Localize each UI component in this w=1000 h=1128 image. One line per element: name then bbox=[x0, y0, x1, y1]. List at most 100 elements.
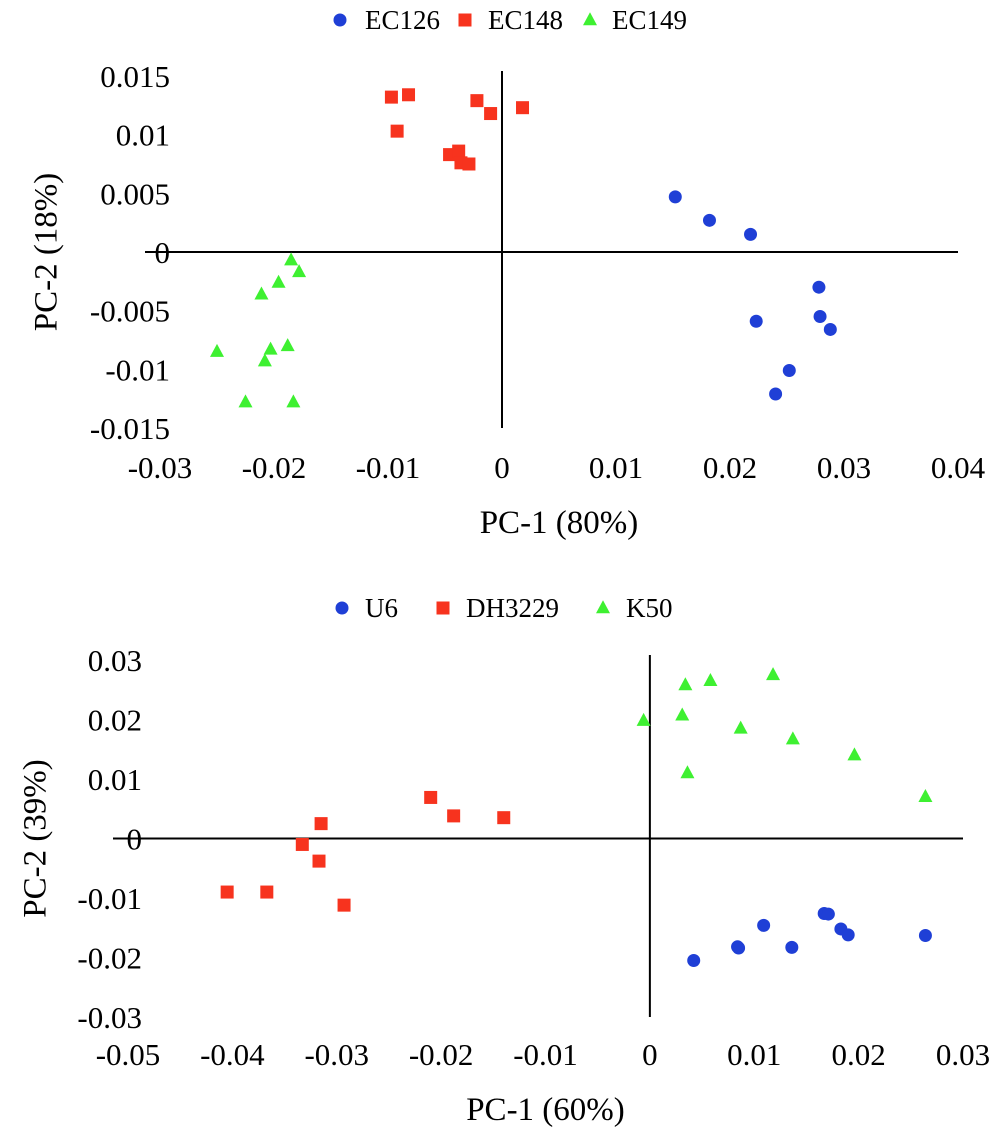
legend-marker-circle bbox=[333, 13, 347, 27]
legend: U6 DH3229 K50 bbox=[335, 593, 673, 623]
data-point bbox=[782, 364, 796, 378]
data-point bbox=[918, 928, 932, 942]
y-axis-title: PC-2 (39%) bbox=[18, 759, 54, 918]
data-point bbox=[702, 213, 716, 227]
x-tick-label: -0.03 bbox=[128, 450, 193, 485]
data-point bbox=[286, 394, 301, 408]
data-point bbox=[384, 90, 398, 104]
data-point bbox=[390, 124, 404, 138]
data-point bbox=[757, 918, 771, 932]
data-point bbox=[668, 190, 682, 204]
y-tick-label: -0.005 bbox=[90, 294, 170, 329]
y-tick-label: 0.005 bbox=[100, 176, 170, 211]
data-point bbox=[847, 747, 862, 761]
x-axis-title: PC-1 (80%) bbox=[480, 505, 639, 541]
x-tick-label: -0.05 bbox=[96, 1037, 161, 1072]
data-point bbox=[516, 101, 530, 115]
data-point bbox=[220, 885, 234, 899]
series-EC149 bbox=[210, 252, 307, 408]
data-point bbox=[462, 157, 476, 171]
data-point bbox=[766, 667, 781, 681]
data-point bbox=[402, 88, 416, 102]
x-tick-label: 0.03 bbox=[817, 450, 871, 485]
y-tick-label: -0.01 bbox=[105, 352, 170, 387]
x-tick-label: -0.02 bbox=[409, 1037, 474, 1072]
y-tick-label: -0.015 bbox=[90, 411, 170, 446]
data-point bbox=[271, 274, 286, 288]
legend-label: EC149 bbox=[612, 5, 687, 35]
legend-label: DH3229 bbox=[466, 593, 559, 623]
data-point bbox=[312, 854, 326, 868]
x-tick-label: 0.02 bbox=[832, 1037, 886, 1072]
y-tick-label: -0.03 bbox=[77, 1000, 142, 1035]
x-tick-label: 0.01 bbox=[727, 1037, 781, 1072]
legend-label: K50 bbox=[626, 593, 673, 623]
y-tick-label: -0.02 bbox=[77, 941, 142, 976]
data-point bbox=[732, 941, 746, 955]
data-point bbox=[675, 707, 690, 721]
x-tick-label: 0.04 bbox=[931, 450, 986, 485]
data-point bbox=[284, 252, 299, 266]
data-point bbox=[749, 314, 763, 328]
legend-label: EC148 bbox=[488, 5, 563, 35]
legend-label: EC126 bbox=[365, 5, 440, 35]
pca-panel-top: 0.015 0.01 0.005 0 -0.005 -0.01 -0.015 -0.03 -0.… bbox=[29, 5, 986, 541]
y-tick-label: 0.015 bbox=[100, 59, 170, 94]
data-point bbox=[785, 731, 800, 745]
legend-marker-triangle bbox=[583, 12, 597, 26]
data-point bbox=[484, 107, 498, 121]
data-point bbox=[257, 353, 272, 367]
data-point bbox=[210, 343, 224, 357]
data-point bbox=[280, 338, 295, 352]
legend-marker-square bbox=[458, 13, 472, 27]
y-tick-label: 0.01 bbox=[116, 118, 170, 153]
series-EC126 bbox=[668, 190, 837, 401]
data-point bbox=[769, 387, 783, 401]
data-point bbox=[733, 720, 748, 734]
data-point bbox=[314, 817, 328, 831]
x-tick-label: 0.01 bbox=[589, 450, 643, 485]
legend-marker-triangle bbox=[596, 600, 610, 614]
legend-marker-circle bbox=[335, 601, 349, 615]
data-point bbox=[813, 310, 827, 324]
pca-panel-bottom: 0.030.020.010-0.01-0.02-0.03-0.05 -0.04 -0… bbox=[18, 593, 991, 1128]
series-EC148 bbox=[384, 88, 530, 171]
data-point bbox=[744, 227, 758, 241]
x-tick-label: -0.03 bbox=[304, 1037, 369, 1072]
data-point bbox=[841, 928, 855, 942]
data-point bbox=[785, 940, 799, 954]
data-point bbox=[292, 264, 307, 278]
data-point bbox=[263, 341, 278, 355]
x-tick-label: -0.01 bbox=[513, 1037, 578, 1072]
data-point bbox=[821, 907, 835, 921]
data-point bbox=[918, 789, 933, 803]
data-point bbox=[238, 394, 253, 408]
legend: EC126 EC148 EC149 bbox=[333, 5, 687, 35]
data-point bbox=[295, 837, 309, 851]
data-point bbox=[703, 673, 718, 687]
y-tick-label: 0.03 bbox=[88, 643, 142, 678]
series-K50 bbox=[636, 667, 933, 803]
y-tick-label: 0 bbox=[127, 822, 143, 857]
data-point bbox=[680, 765, 695, 779]
x-tick-label: -0.02 bbox=[242, 450, 307, 485]
legend-label: U6 bbox=[365, 593, 398, 623]
x-tick-label: 0 bbox=[494, 450, 510, 485]
x-axis-title: PC-1 (60%) bbox=[466, 1092, 625, 1128]
data-point bbox=[254, 286, 269, 300]
data-point bbox=[337, 898, 351, 912]
legend-marker-square bbox=[436, 601, 450, 615]
y-axis-title: PC-2 (18%) bbox=[29, 173, 65, 332]
y-tick-label: 0.02 bbox=[88, 703, 142, 738]
data-point bbox=[678, 677, 693, 691]
series-DH3229 bbox=[220, 790, 511, 912]
series-U6 bbox=[687, 906, 932, 967]
data-point bbox=[424, 790, 438, 804]
y-tick-label: 0 bbox=[155, 235, 171, 270]
data-point bbox=[812, 280, 826, 294]
data-point bbox=[823, 322, 837, 336]
x-tick-label: 0 bbox=[642, 1037, 658, 1072]
data-point bbox=[452, 144, 466, 158]
x-tick-label: 0.03 bbox=[936, 1037, 990, 1072]
